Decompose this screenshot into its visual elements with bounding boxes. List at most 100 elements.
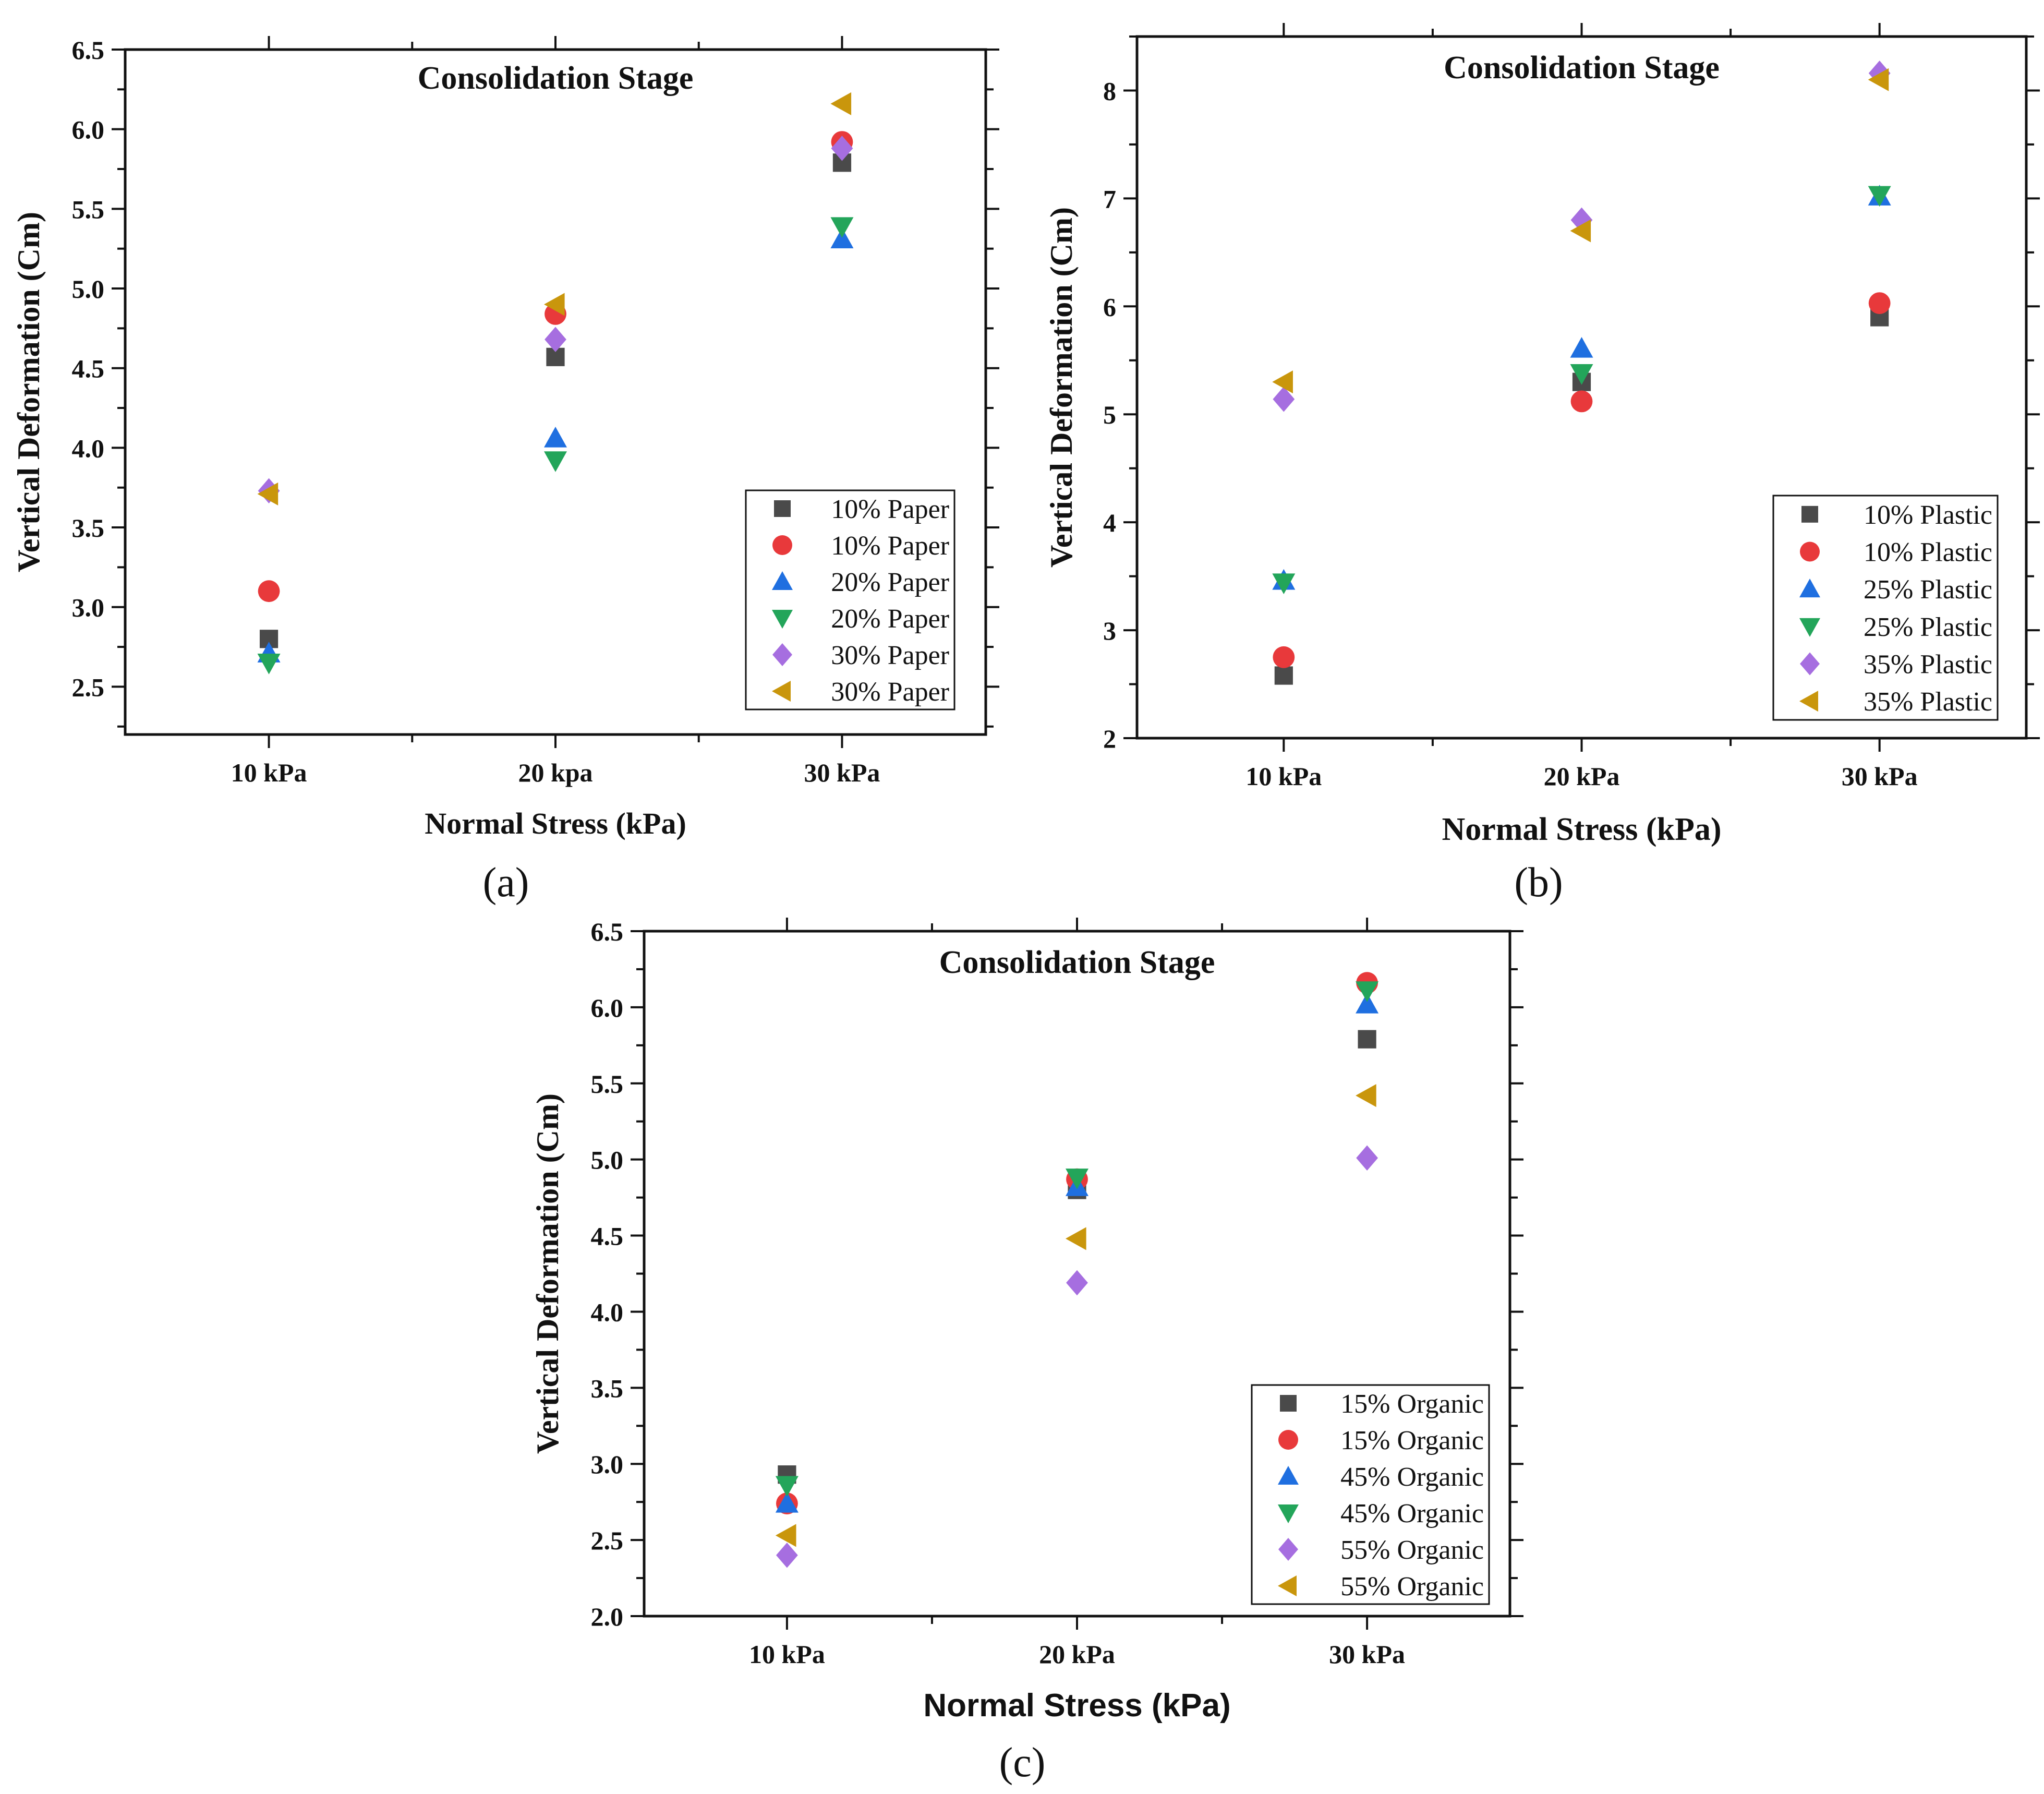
legend-label: 30% Paper xyxy=(831,677,949,707)
y-tick-label: 2.5 xyxy=(591,1526,624,1555)
legend-label: 55% Organic xyxy=(1340,1572,1484,1602)
legend-label: 20% Paper xyxy=(831,568,949,597)
y-tick-label: 5.5 xyxy=(591,1069,624,1099)
y-tick-label: 5 xyxy=(1103,400,1116,429)
caption-a: (a) xyxy=(483,860,529,906)
legend-label: 45% Organic xyxy=(1340,1499,1484,1528)
legend-label: 10% Paper xyxy=(831,531,949,561)
data-point xyxy=(776,1543,798,1568)
legend-label: 10% Paper xyxy=(831,495,949,524)
chart-a: 2.5 3.0 3.5 4.0 4.5 5.0 5.5 6.0 6.5 10 kPa 20 kpa 3… xyxy=(11,35,999,840)
legend-label: 30% Paper xyxy=(831,641,949,670)
y-tick-label: 6 xyxy=(1103,292,1116,321)
data-point xyxy=(257,653,281,675)
data-point xyxy=(1868,186,1891,207)
data-point xyxy=(1272,370,1293,394)
data-point xyxy=(830,227,854,248)
legend-marker xyxy=(1799,579,1820,598)
y-tick-label: 2.5 xyxy=(72,672,105,702)
y-tick-label: 3.0 xyxy=(591,1450,624,1479)
legend-marker xyxy=(1278,1504,1299,1523)
legend-marker xyxy=(1799,691,1818,712)
legend-label: 35% Plastic xyxy=(1864,650,1992,680)
y-tick-label: 6.0 xyxy=(591,993,624,1022)
legend-marker xyxy=(1799,618,1820,637)
legend-box xyxy=(1251,1384,1490,1605)
legend-marker xyxy=(1278,1575,1297,1596)
y-tick-label: 3.5 xyxy=(591,1374,624,1403)
y-tick-label: 5.0 xyxy=(591,1146,624,1175)
data-point xyxy=(1356,981,1379,1002)
x-axis-label: Normal Stress (kPa) xyxy=(1442,812,1721,847)
y-tick-label: 8 xyxy=(1103,76,1116,105)
data-point xyxy=(1570,390,1593,413)
chart-b: 2 3 4 5 6 7 8 10 kPa 20 kPa 30 kPa Consolidation S… xyxy=(1044,23,2040,847)
y-tick-label: 4.0 xyxy=(72,434,105,463)
data-point xyxy=(775,1524,796,1547)
y-tick-label: 2 xyxy=(1103,724,1116,753)
y-tick-label: 7 xyxy=(1103,184,1116,213)
y-tick-label: 4 xyxy=(1103,508,1116,537)
legend-marker xyxy=(772,681,791,702)
legend-marker xyxy=(1800,652,1820,676)
y-axis-label: Vertical Deformation (Cm) xyxy=(1044,207,1079,568)
x-tick-label: 10 kPa xyxy=(749,1640,825,1669)
data-point xyxy=(1273,646,1295,668)
x-axis-label: Normal Stress (kPa) xyxy=(425,806,686,840)
x-tick-label: 30 kPa xyxy=(1842,762,1918,791)
legend-marker xyxy=(1280,1395,1297,1412)
y-tick-label: 4.5 xyxy=(72,354,105,383)
chart-c: 2.0 2.5 3.0 3.5 4.0 4.5 5.0 5.5 6.0 6.5 10 kPa 20 k… xyxy=(530,917,1523,1724)
data-point xyxy=(830,217,854,238)
data-point xyxy=(1570,219,1591,243)
data-point xyxy=(258,580,280,603)
legend-marker xyxy=(1800,541,1820,562)
y-tick-label: 6.5 xyxy=(591,917,624,946)
y-tick-label: 3 xyxy=(1103,616,1116,645)
y-tick-label: 4.5 xyxy=(591,1222,624,1251)
caption-b: (b) xyxy=(1514,860,1563,906)
legend-marker xyxy=(772,643,792,666)
data-point xyxy=(1356,1084,1376,1107)
data-point xyxy=(1570,364,1593,385)
legend-marker xyxy=(772,571,793,590)
y-tick-label: 2.0 xyxy=(591,1602,624,1631)
chart-title: Consolidation Stage xyxy=(939,945,1215,980)
legend-marker xyxy=(1278,1430,1298,1450)
data-point xyxy=(1868,292,1891,314)
y-tick-label: 3.5 xyxy=(72,513,105,543)
x-tick-label: 20 kpa xyxy=(518,758,592,787)
y-tick-label: 6.5 xyxy=(72,35,105,65)
legend-label: 10% Plastic xyxy=(1864,538,1992,568)
y-axis-label: Vertical Deformation (Cm) xyxy=(530,1093,565,1454)
legend-label: 20% Paper xyxy=(831,604,949,634)
legend-label: 10% Plastic xyxy=(1864,500,1992,530)
x-tick-label: 30 kPa xyxy=(1329,1640,1405,1669)
x-tick-label: 20 kPa xyxy=(1039,1640,1115,1669)
data-point xyxy=(544,293,565,316)
data-point xyxy=(544,451,567,472)
legend-label: 25% Plastic xyxy=(1864,575,1992,605)
legend-marker xyxy=(1278,1466,1299,1485)
data-point xyxy=(1570,337,1593,358)
data-point xyxy=(831,136,853,161)
y-tick-label: 3.0 xyxy=(72,593,105,622)
legend-marker xyxy=(772,535,792,555)
legend-label: 15% Organic xyxy=(1340,1426,1484,1455)
y-tick-label: 5.5 xyxy=(72,195,105,224)
data-point xyxy=(1868,68,1889,91)
data-point xyxy=(1358,1030,1376,1049)
data-point xyxy=(545,327,566,352)
legend-label: 25% Plastic xyxy=(1864,612,1992,642)
data-point xyxy=(1273,387,1295,412)
legend-marker xyxy=(774,500,791,517)
x-tick-label: 10 kPa xyxy=(231,758,307,787)
legend-marker xyxy=(772,610,793,629)
data-point xyxy=(1274,666,1293,685)
y-axis-label: Vertical Deformation (Cm) xyxy=(11,212,46,572)
data-point xyxy=(775,1492,799,1513)
x-tick-label: 10 kPa xyxy=(1245,762,1322,791)
legend-box xyxy=(745,489,956,711)
data-point xyxy=(830,92,852,115)
